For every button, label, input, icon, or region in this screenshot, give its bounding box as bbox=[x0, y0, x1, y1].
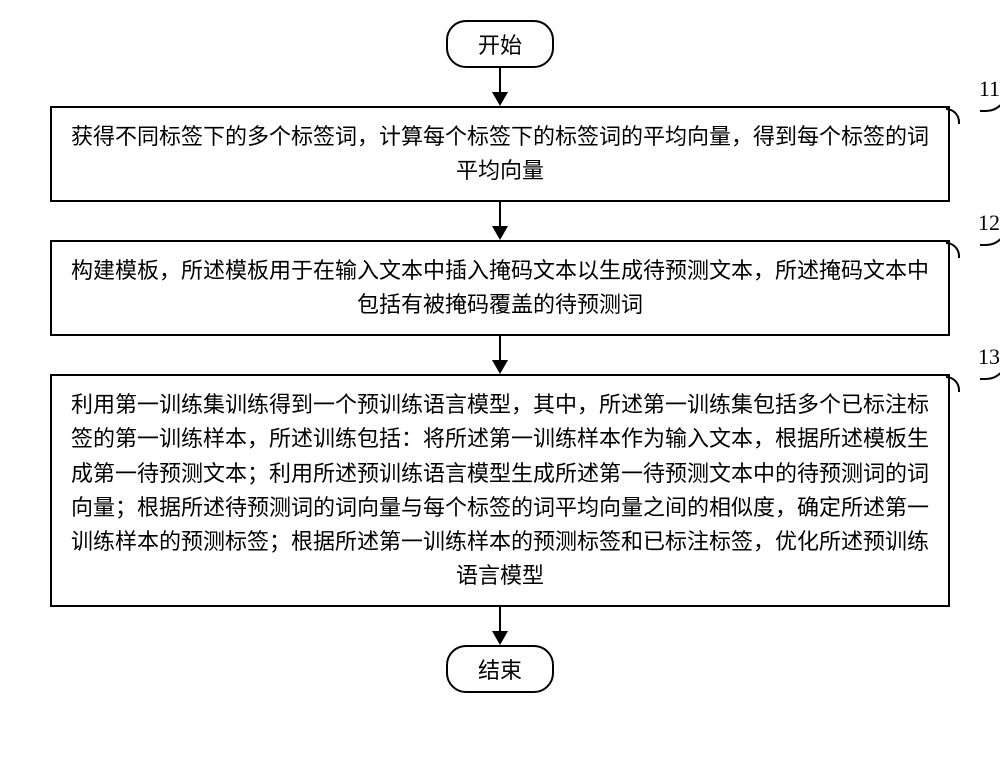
callout-curve-13b bbox=[946, 376, 960, 392]
arrow-0 bbox=[20, 68, 980, 106]
start-terminator: 开始 bbox=[446, 20, 554, 68]
step-13-row: 利用第一训练集训练得到一个预训练语言模型，其中，所述第一训练集包括多个已标注标签… bbox=[20, 374, 980, 607]
callout-curve-11a bbox=[980, 90, 1000, 112]
arrow-down-icon bbox=[492, 336, 508, 374]
arrow-3 bbox=[20, 607, 980, 645]
callout-curve-13a bbox=[980, 358, 1000, 380]
process-box-11: 获得不同标签下的多个标签词，计算每个标签下的标签词的平均向量，得到每个标签的词平… bbox=[50, 106, 950, 202]
step-11-row: 获得不同标签下的多个标签词，计算每个标签下的标签词的平均向量，得到每个标签的词平… bbox=[20, 106, 980, 202]
process-box-13: 利用第一训练集训练得到一个预训练语言模型，其中，所述第一训练集包括多个已标注标签… bbox=[50, 374, 950, 607]
process-box-12: 构建模板，所述模板用于在输入文本中插入掩码文本以生成待预测文本，所述掩码文本中包… bbox=[50, 240, 950, 336]
arrow-1 bbox=[20, 202, 980, 240]
arrow-2 bbox=[20, 336, 980, 374]
callout-curve-12a bbox=[980, 224, 1000, 246]
callout-curve-11b bbox=[946, 108, 960, 124]
start-row: 开始 bbox=[20, 20, 980, 68]
end-terminator: 结束 bbox=[446, 645, 554, 693]
step-12-row: 构建模板，所述模板用于在输入文本中插入掩码文本以生成待预测文本，所述掩码文本中包… bbox=[20, 240, 980, 336]
arrow-down-icon bbox=[492, 202, 508, 240]
callout-curve-12b bbox=[946, 242, 960, 258]
arrow-down-icon bbox=[492, 68, 508, 106]
end-row: 结束 bbox=[20, 645, 980, 693]
arrow-down-icon bbox=[492, 607, 508, 645]
flowchart-container: 开始 获得不同标签下的多个标签词，计算每个标签下的标签词的平均向量，得到每个标签… bbox=[20, 20, 980, 693]
